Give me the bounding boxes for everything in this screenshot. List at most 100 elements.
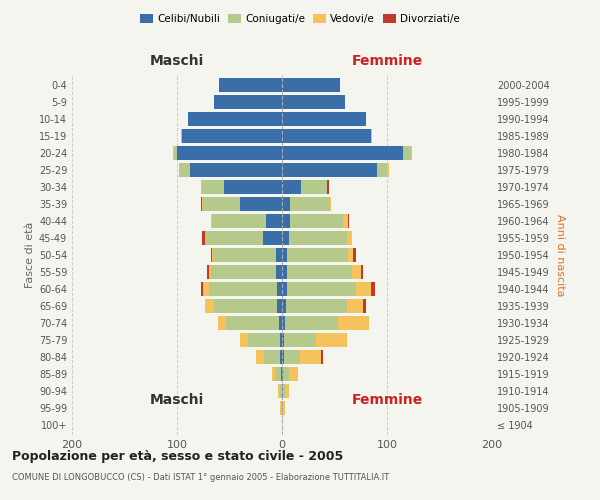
Text: Maschi: Maschi — [150, 394, 204, 407]
Bar — [279, 316, 282, 330]
Bar — [240, 197, 282, 211]
Bar — [280, 350, 282, 364]
Bar — [209, 282, 277, 296]
Bar — [361, 265, 363, 279]
Text: Femmine: Femmine — [352, 54, 422, 68]
Bar — [348, 214, 349, 228]
Bar — [282, 197, 290, 211]
Bar — [282, 299, 286, 313]
Bar — [282, 129, 371, 143]
Bar — [283, 384, 285, 398]
Bar — [205, 231, 263, 245]
Bar — [387, 163, 389, 177]
Bar — [264, 350, 280, 364]
Bar — [281, 367, 282, 381]
Bar — [218, 316, 226, 330]
Bar — [282, 316, 285, 330]
Bar — [248, 333, 280, 347]
Bar — [290, 214, 343, 228]
Bar — [240, 333, 248, 347]
Text: Popolazione per età, sesso e stato civile - 2005: Popolazione per età, sesso e stato civil… — [12, 450, 343, 463]
Bar — [283, 401, 285, 415]
Bar — [277, 299, 282, 313]
Bar — [276, 248, 282, 262]
Y-axis label: Anni di nascita: Anni di nascita — [555, 214, 565, 296]
Bar — [347, 231, 352, 245]
Bar — [266, 214, 282, 228]
Bar — [203, 282, 209, 296]
Bar — [173, 146, 174, 160]
Bar — [282, 367, 283, 381]
Bar — [280, 401, 281, 415]
Bar — [211, 265, 276, 279]
Bar — [226, 316, 279, 330]
Bar — [285, 384, 289, 398]
Bar — [321, 350, 323, 364]
Bar — [263, 231, 282, 245]
Bar — [371, 282, 376, 296]
Bar — [287, 282, 355, 296]
Bar — [403, 146, 411, 160]
Bar — [377, 163, 387, 177]
Bar — [277, 282, 282, 296]
Bar — [284, 350, 300, 364]
Bar — [256, 350, 264, 364]
Bar — [187, 112, 282, 126]
Bar — [205, 299, 214, 313]
Bar — [290, 197, 330, 211]
Bar — [271, 367, 275, 381]
Bar — [282, 112, 366, 126]
Bar — [282, 231, 289, 245]
Bar — [181, 129, 182, 143]
Bar — [282, 401, 283, 415]
Bar — [280, 384, 282, 398]
Bar — [316, 333, 347, 347]
Bar — [282, 180, 301, 194]
Bar — [289, 231, 347, 245]
Bar — [190, 163, 282, 177]
Bar — [411, 146, 412, 160]
Bar — [202, 197, 203, 211]
Bar — [174, 146, 177, 160]
Bar — [287, 265, 352, 279]
Bar — [177, 146, 282, 160]
Bar — [280, 333, 282, 347]
Bar — [282, 248, 287, 262]
Bar — [347, 299, 363, 313]
Bar — [224, 180, 282, 194]
Bar — [208, 265, 209, 279]
Bar — [282, 333, 284, 347]
Bar — [289, 367, 298, 381]
Bar — [211, 248, 212, 262]
Bar — [202, 231, 205, 245]
Bar — [287, 248, 348, 262]
Bar — [282, 350, 284, 364]
Bar — [282, 282, 287, 296]
Bar — [282, 214, 290, 228]
Y-axis label: Fasce di età: Fasce di età — [25, 222, 35, 288]
Bar — [327, 180, 329, 194]
Bar — [219, 78, 282, 92]
Bar — [214, 95, 282, 109]
Bar — [179, 163, 190, 177]
Bar — [300, 350, 321, 364]
Bar — [282, 384, 283, 398]
Bar — [282, 78, 340, 92]
Bar — [283, 367, 289, 381]
Text: COMUNE DI LONGOBUCCO (CS) - Dati ISTAT 1° gennaio 2005 - Elaborazione TUTTITALIA: COMUNE DI LONGOBUCCO (CS) - Dati ISTAT 1… — [12, 472, 389, 482]
Bar — [282, 265, 287, 279]
Bar — [282, 146, 403, 160]
Bar — [355, 282, 371, 296]
Bar — [282, 95, 345, 109]
Bar — [209, 265, 211, 279]
Text: Femmine: Femmine — [352, 394, 422, 407]
Bar — [278, 384, 280, 398]
Bar — [182, 129, 282, 143]
Bar — [214, 299, 277, 313]
Bar — [212, 248, 213, 262]
Bar — [212, 214, 266, 228]
Bar — [363, 299, 366, 313]
Bar — [285, 316, 338, 330]
Bar — [343, 214, 348, 228]
Bar — [284, 333, 316, 347]
